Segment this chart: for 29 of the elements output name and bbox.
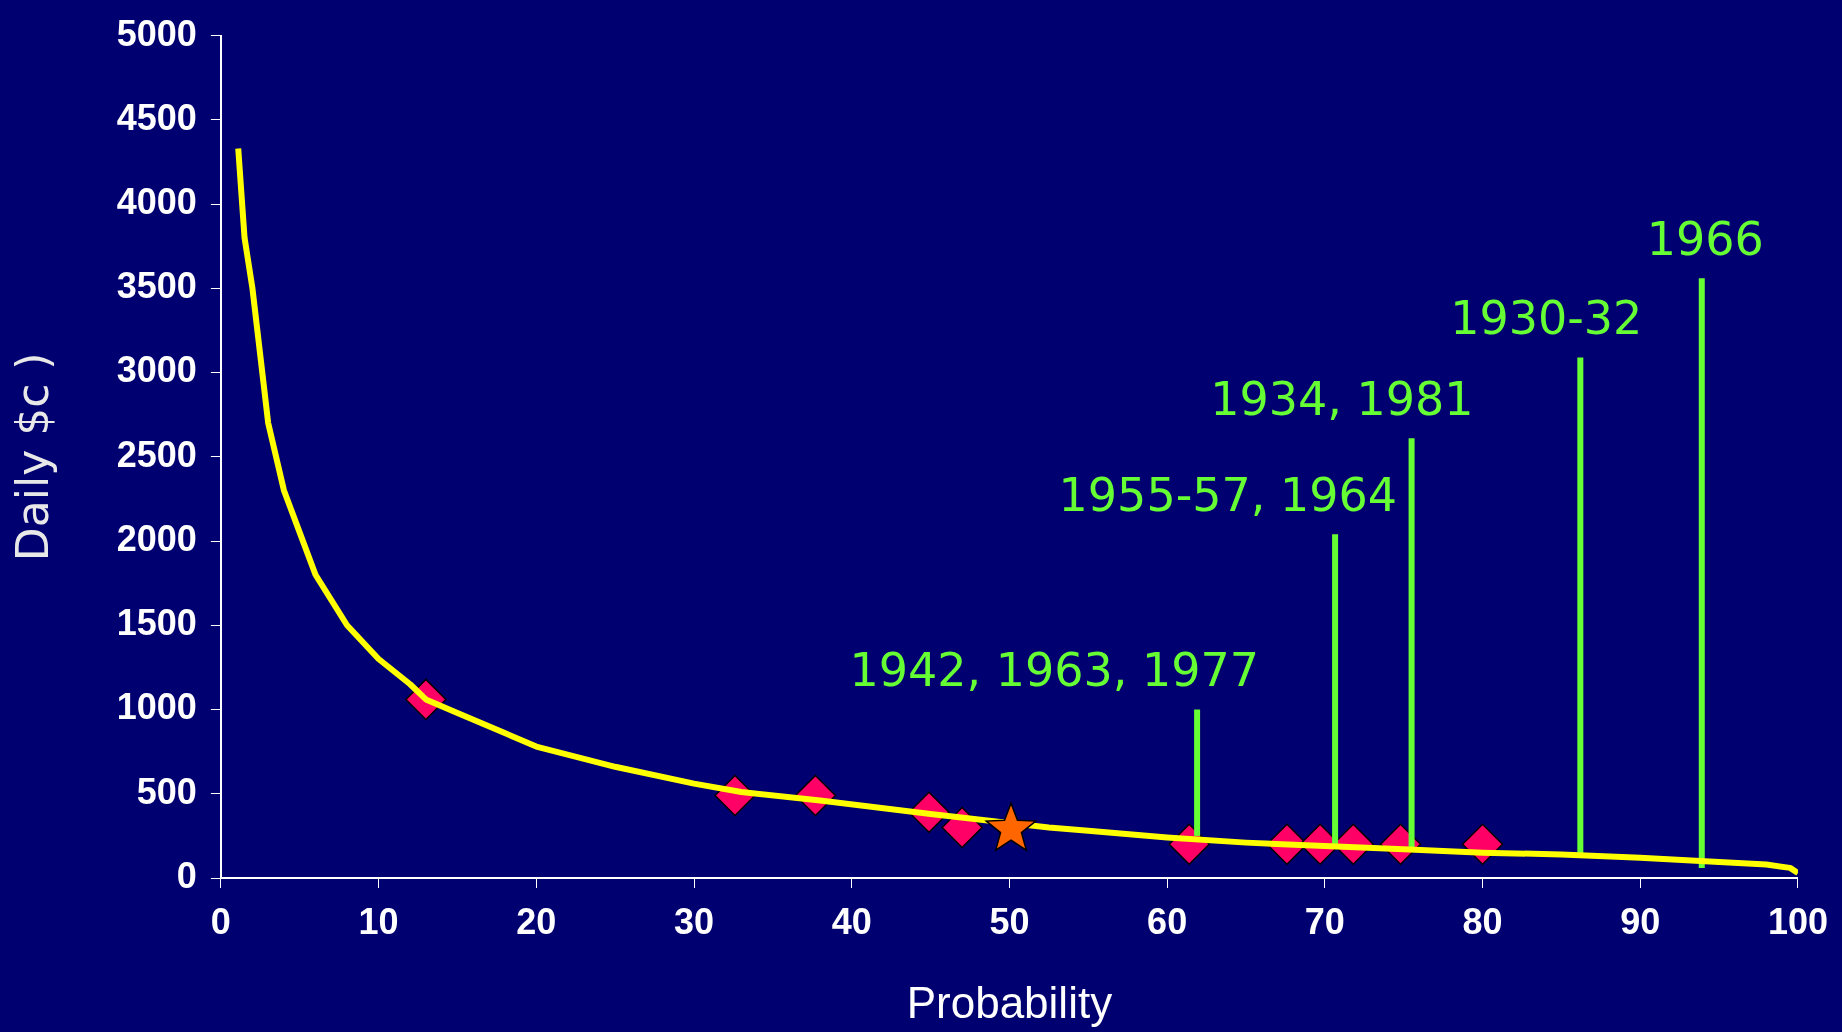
y-tick-label: 4500 (116, 96, 197, 138)
annotation: 1930-32 (1450, 291, 1643, 346)
annotation: 1942, 1963, 1977 (849, 643, 1260, 698)
x-tick-label: 0 (210, 900, 231, 942)
annotation: 1955-57, 1964 (1058, 468, 1398, 523)
x-tick-label: 40 (831, 900, 872, 942)
x-tick-label: 20 (516, 900, 557, 942)
y-tick-label: 1000 (116, 686, 197, 728)
x-tick-label: 80 (1462, 900, 1503, 942)
x-axis-title: Probability (906, 977, 1113, 1027)
y-tick-label: 2500 (116, 433, 197, 475)
x-tick-label: 70 (1304, 900, 1345, 942)
y-tick-label: 500 (136, 770, 197, 812)
y-tick-label: 3500 (116, 265, 197, 307)
y-axis-title: Daily $c ) (6, 352, 58, 562)
x-tick-label: 30 (673, 900, 715, 942)
y-tick-label: 4000 (116, 181, 197, 222)
x-tick-label: 90 (1620, 900, 1661, 942)
y-tick-label: 0 (176, 854, 197, 896)
annotation: 1934, 1981 (1210, 372, 1474, 427)
y-tick-label: 3000 (116, 349, 197, 391)
x-tick-label: 50 (989, 900, 1030, 942)
x-tick-label: 60 (1147, 900, 1188, 942)
x-tick-label: 10 (358, 900, 399, 942)
y-tick-label: 2000 (116, 517, 197, 559)
y-tick-label: 1500 (116, 602, 197, 644)
y-tick-label: 5000 (116, 12, 197, 54)
x-tick-label: 100 (1767, 900, 1829, 942)
annotation: 1966 (1646, 212, 1764, 267)
